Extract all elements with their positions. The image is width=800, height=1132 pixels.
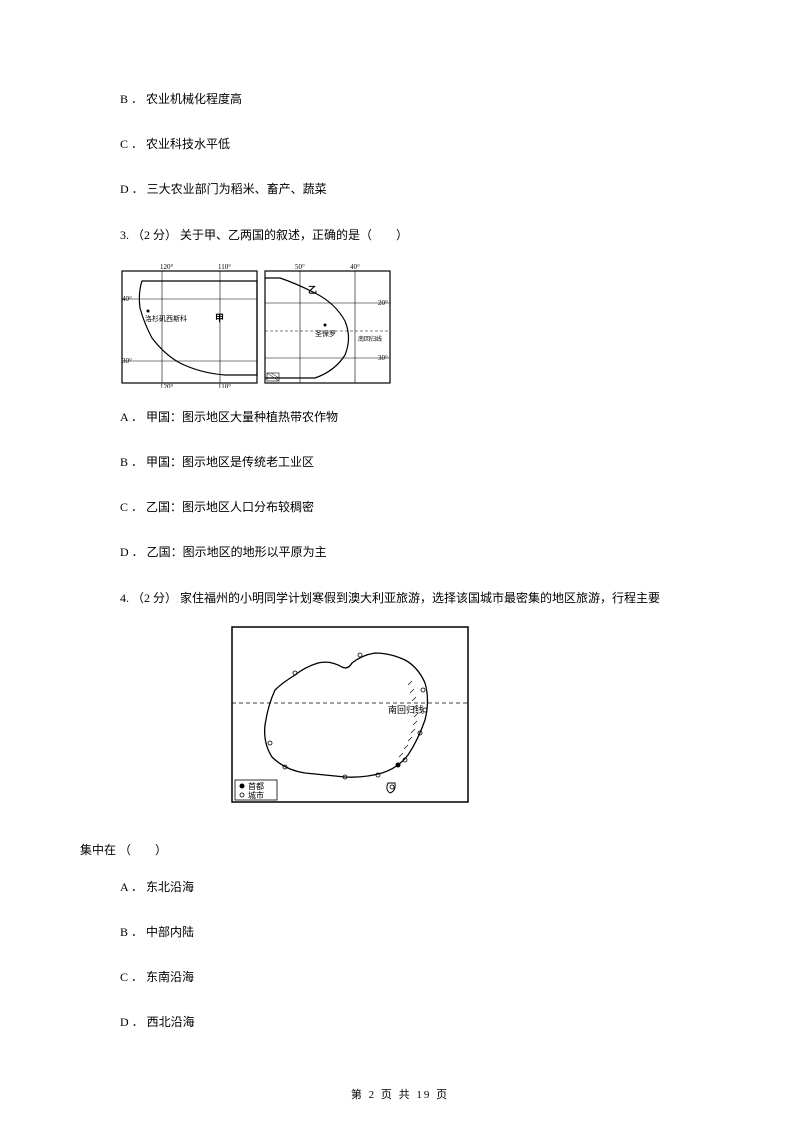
city-label: 圣保罗 <box>315 329 336 338</box>
option-label: D ． <box>120 545 144 559</box>
option-label: C ． <box>120 970 143 984</box>
q-points: （2 分） <box>132 591 177 605</box>
option-text: 东南沿海 <box>146 970 194 984</box>
option-label: A ． <box>120 880 143 894</box>
q3-option-a: A ． 甲国：图示地区大量种植热带农作物 <box>80 408 720 425</box>
region-label: 甲 <box>215 313 224 323</box>
q-text-cont: 集中在 （ ） <box>80 843 167 857</box>
q-number: 3. <box>120 228 129 242</box>
lat-label: 20° <box>378 299 388 307</box>
option-label: D ． <box>120 1015 144 1029</box>
lat-label: 30° <box>378 354 388 362</box>
q3-map-svg: 120° 110° 40° 30° 洛杉矶西斯科 甲 120° 110° 50°… <box>120 263 400 388</box>
option-text: 中部内陆 <box>146 925 194 939</box>
option-text: 农业机械化程度高 <box>146 92 242 106</box>
lon-label: 50° <box>295 263 305 271</box>
option-c: C ． 农业科技水平低 <box>80 135 720 152</box>
q3-option-d: D ． 乙国：图示地区的地形以平原为主 <box>80 543 720 560</box>
option-d: D ． 三大农业部门为稻米、畜产、蔬菜 <box>80 180 720 197</box>
option-text: 西北沿海 <box>147 1015 195 1029</box>
option-label: B ． <box>120 925 143 939</box>
option-b: B ． 农业机械化程度高 <box>80 90 720 107</box>
option-label: A ． <box>120 410 143 424</box>
option-text: 甲国：图示地区大量种植热带农作物 <box>146 410 338 424</box>
option-label: C ． <box>120 137 143 151</box>
lat-label: 40° <box>122 295 132 303</box>
legend-capital: 首都 <box>248 781 264 791</box>
q-points: （2 分） <box>132 228 177 242</box>
lon-label-b: 110° <box>218 383 231 388</box>
option-text: 农业科技水平低 <box>146 137 230 151</box>
page-footer: 第 2 页 共 19 页 <box>0 1086 800 1102</box>
q4-option-d: D ． 西北沿海 <box>80 1013 720 1030</box>
question-4: 4. （2 分） 家住福州的小明同学计划寒假到澳大利亚旅游，选择该国城市最密集的… <box>80 588 720 610</box>
legend-city: 城市 <box>248 790 264 800</box>
q3-option-c: C ． 乙国：图示地区人口分布较稠密 <box>80 498 720 515</box>
option-label: B ． <box>120 455 143 469</box>
option-text: 乙国：图示地区的地形以平原为主 <box>147 545 327 559</box>
question-3: 3. （2 分） 关于甲、乙两国的叙述，正确的是（ ） <box>80 225 720 247</box>
q4-map-svg: 南回归线 <box>230 625 470 820</box>
question-4-cont: 集中在 （ ） <box>80 840 720 862</box>
q4-map-figure: 南回归线 <box>80 625 720 820</box>
q-text: 关于甲、乙两国的叙述，正确的是（ ） <box>180 228 408 242</box>
q3-option-b: B ． 甲国：图示地区是传统老工业区 <box>80 453 720 470</box>
option-label: C ． <box>120 500 143 514</box>
tropic-label: 南回归线 <box>388 704 424 715</box>
lat-label: 30° <box>122 357 132 365</box>
option-label: D ． <box>120 182 144 196</box>
option-text: 东北沿海 <box>146 880 194 894</box>
lon-label-b: 120° <box>160 383 174 388</box>
q4-option-c: C ． 东南沿海 <box>80 968 720 985</box>
q3-map-figure: 120° 110° 40° 30° 洛杉矶西斯科 甲 120° 110° 50°… <box>80 263 720 388</box>
lon-label: 40° <box>350 263 360 271</box>
region-label: 乙 <box>308 285 317 295</box>
lon-label: 120° <box>160 263 174 271</box>
q-text: 家住福州的小明同学计划寒假到澳大利亚旅游，选择该国城市最密集的地区旅游，行程主要 <box>180 591 660 605</box>
option-text: 乙国：图示地区人口分布较稠密 <box>146 500 314 514</box>
lon-label: 110° <box>218 263 231 271</box>
q4-option-a: A ． 东北沿海 <box>80 878 720 895</box>
q-number: 4. <box>120 591 129 605</box>
tropic-label: 南回归线 <box>358 335 382 343</box>
q4-option-b: B ． 中部内陆 <box>80 923 720 940</box>
option-label: B ． <box>120 92 143 106</box>
option-text: 甲国：图示地区是传统老工业区 <box>146 455 314 469</box>
footer-text: 第 2 页 共 19 页 <box>351 1089 449 1101</box>
option-text: 三大农业部门为稻米、畜产、蔬菜 <box>147 182 327 196</box>
city-label: 洛杉矶西斯科 <box>145 314 187 323</box>
